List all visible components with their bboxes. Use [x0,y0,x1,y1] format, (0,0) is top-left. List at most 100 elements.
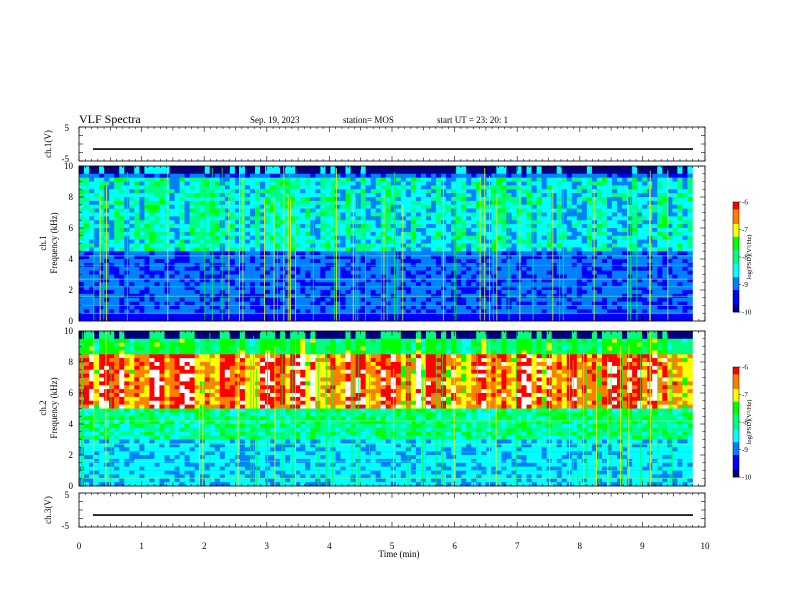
p2-cell [561,274,568,279]
p2-cell [300,224,306,229]
p2-cell [99,290,105,295]
p2-cell [496,313,502,318]
p2-cell [114,216,120,221]
p2-cell [476,204,482,209]
p2-cell [601,228,608,233]
p2-cell [174,259,180,264]
p2-cell [290,290,296,295]
p2-cell [496,216,502,221]
p2-cell [405,274,412,279]
p2-cell [496,239,502,244]
p2-cell [94,200,100,206]
p2-cell [179,185,185,190]
p2-cell [511,181,517,186]
p2-cell [159,197,165,202]
p2-cell [375,166,382,171]
p2-cell [255,313,261,318]
p2-cell [184,266,190,271]
p2-cell [144,247,150,252]
p2-cell [270,301,276,306]
p2-cell [179,169,185,175]
p2-cell [214,247,221,252]
p2-cell [476,197,482,202]
p2-cell [204,251,211,256]
p2-cell [119,185,125,190]
p2-cell [94,239,100,244]
p2-cell [481,208,487,213]
p2-cell [249,200,256,206]
p2-cell [491,243,497,248]
p2-cell [360,305,366,310]
p2-cell [199,274,206,279]
p2-cell [255,220,261,225]
p2-cell [591,169,598,175]
p2-cell [164,251,170,256]
p2-cell [330,317,336,322]
p2-cell [526,243,532,248]
p2-cell [476,220,482,225]
p2-cell [325,224,331,229]
p2-cell [481,270,487,275]
p2-cell [380,220,387,225]
p2-cell [632,239,638,244]
p2-cell [119,177,125,182]
p2-cell [501,193,507,198]
p2-cell [260,200,266,206]
p2-cell [134,286,140,291]
p2-cell [244,204,251,209]
p2-cell [471,286,477,291]
p2-cell [531,173,537,178]
p2-cell [94,274,100,279]
p2-cell [270,317,276,322]
p2-cell [300,173,306,178]
p2-cell [390,309,397,314]
p2-cell [159,317,165,322]
p2-cell [506,185,512,190]
p2-cell [244,197,251,202]
p2-cell [586,197,593,202]
p2-cell [315,231,321,237]
p2-cell [174,290,180,295]
p2-cell [189,274,195,279]
p2-cell [662,200,668,206]
p2-cell [345,189,351,194]
p2-cell [315,224,321,229]
p2-cell [199,220,206,225]
p2-cell [109,208,115,213]
p2-cell [109,177,115,182]
p2-cell [94,228,100,233]
p2-cell [476,243,482,248]
p2-cell [249,181,256,186]
p2-cell [154,251,160,256]
p2-cell [476,290,482,295]
p2-cell [521,235,527,240]
p2-cell [109,266,115,271]
p2-cell [214,243,221,248]
p2-cell [390,278,397,283]
p2-cell [551,169,558,175]
p2-cell [400,317,407,322]
p2-cell [441,169,447,175]
p2-cell [526,235,532,240]
p2-cell [420,286,427,291]
p2-cell [461,204,467,209]
p2-cell [667,239,673,244]
p2-cell [194,270,200,275]
p2-cell [436,243,442,248]
p2-cell [179,177,185,182]
p2-cell [229,286,236,291]
p2-cell [672,313,678,318]
p2-cell [622,169,628,175]
p2-cell [119,169,125,175]
p2-cell [546,259,552,264]
p2-cell [340,259,346,264]
p2-cell [139,301,145,306]
p2-cell [622,309,628,314]
p2-cell [596,239,603,244]
p2-cell [617,255,623,260]
p2-cell [461,181,467,186]
p2-cell [234,259,241,264]
p2-cell [561,309,568,314]
p2-cell [224,259,231,264]
p2-cell [516,228,522,233]
